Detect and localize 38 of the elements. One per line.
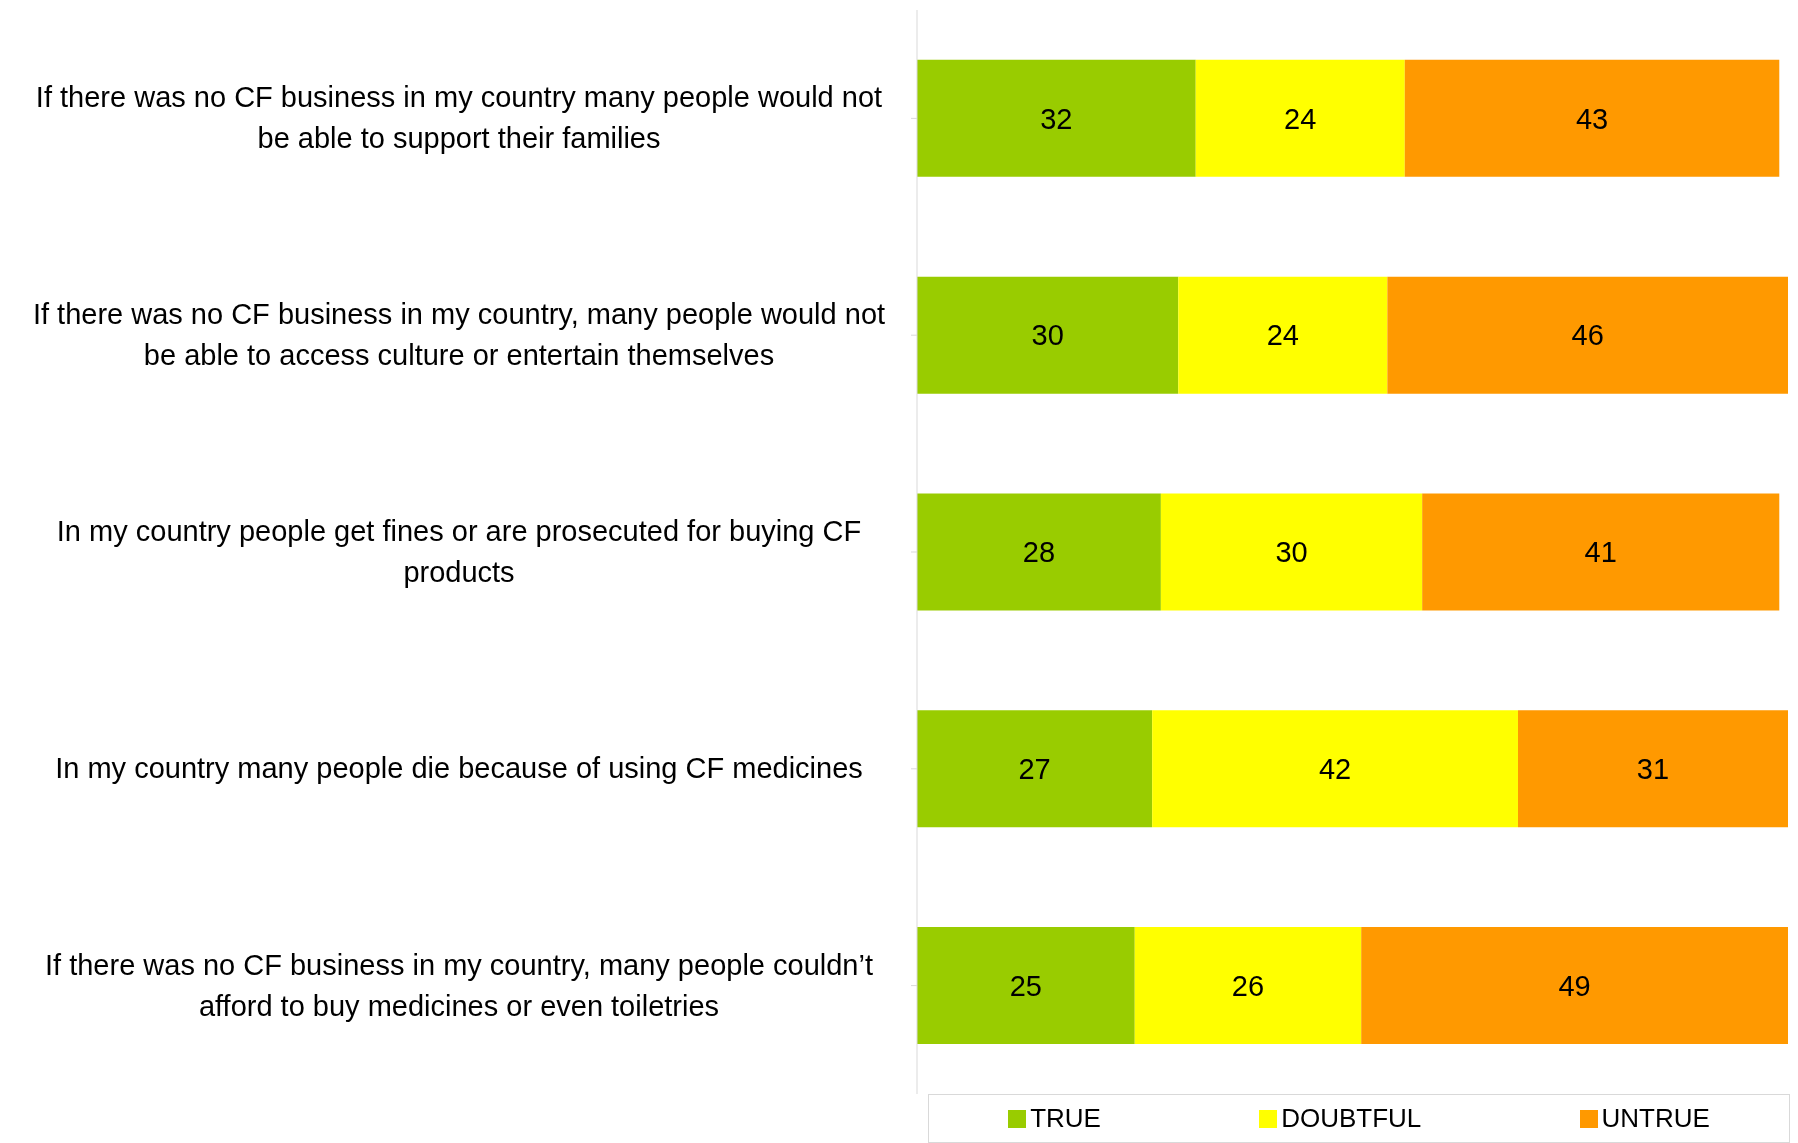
bar bbox=[1152, 710, 1518, 828]
bar bbox=[1134, 927, 1362, 1045]
bar bbox=[917, 710, 1153, 828]
bar bbox=[1422, 493, 1780, 611]
data-label: 31 bbox=[1636, 753, 1670, 786]
data-label: 32 bbox=[1040, 102, 1073, 135]
bar bbox=[1160, 493, 1423, 611]
y-tick-label: If there was no CF business in my country, many people would not be able to access culture or entertain themselves bbox=[31, 297, 887, 374]
data-label: 46 bbox=[1571, 319, 1604, 352]
bar bbox=[1178, 276, 1388, 394]
legend-label: UNTRUE bbox=[1600, 1103, 1710, 1134]
bar bbox=[1517, 710, 1788, 828]
data-label: 41 bbox=[1584, 536, 1617, 569]
bar bbox=[917, 276, 1179, 394]
bar bbox=[1195, 59, 1405, 177]
bar bbox=[1387, 276, 1788, 394]
data-label: 30 bbox=[1031, 319, 1064, 352]
bar bbox=[1361, 927, 1788, 1045]
bar bbox=[917, 59, 1196, 177]
legend-label: DOUBTFUL bbox=[1280, 1103, 1422, 1134]
y-tick-label: In my country many people die because of using CF medicines bbox=[54, 751, 864, 787]
data-label: 25 bbox=[1009, 969, 1043, 1002]
y-tick-label: If there was no CF business in my country, many people couldn’t afford to buy medicines or even toiletries bbox=[44, 947, 874, 1024]
data-label: 26 bbox=[1231, 969, 1265, 1002]
data-label: 24 bbox=[1266, 319, 1299, 352]
data-label: 24 bbox=[1284, 102, 1317, 135]
data-label: 42 bbox=[1318, 753, 1352, 786]
data-label: 43 bbox=[1575, 102, 1609, 135]
data-label: 27 bbox=[1018, 753, 1051, 786]
bar bbox=[917, 493, 1161, 611]
bar bbox=[1404, 59, 1780, 177]
bar bbox=[917, 927, 1135, 1045]
y-tick-label: If there was no CF business in my country many people would not be able to support their families bbox=[34, 80, 884, 157]
y-tick-label: In my country people get fines or are prosecuted for buying CF products bbox=[55, 514, 863, 590]
data-label: 28 bbox=[1022, 536, 1056, 569]
data-label: 49 bbox=[1558, 969, 1591, 1002]
legend-label: TRUE bbox=[1029, 1103, 1101, 1134]
data-label: 30 bbox=[1275, 536, 1308, 569]
